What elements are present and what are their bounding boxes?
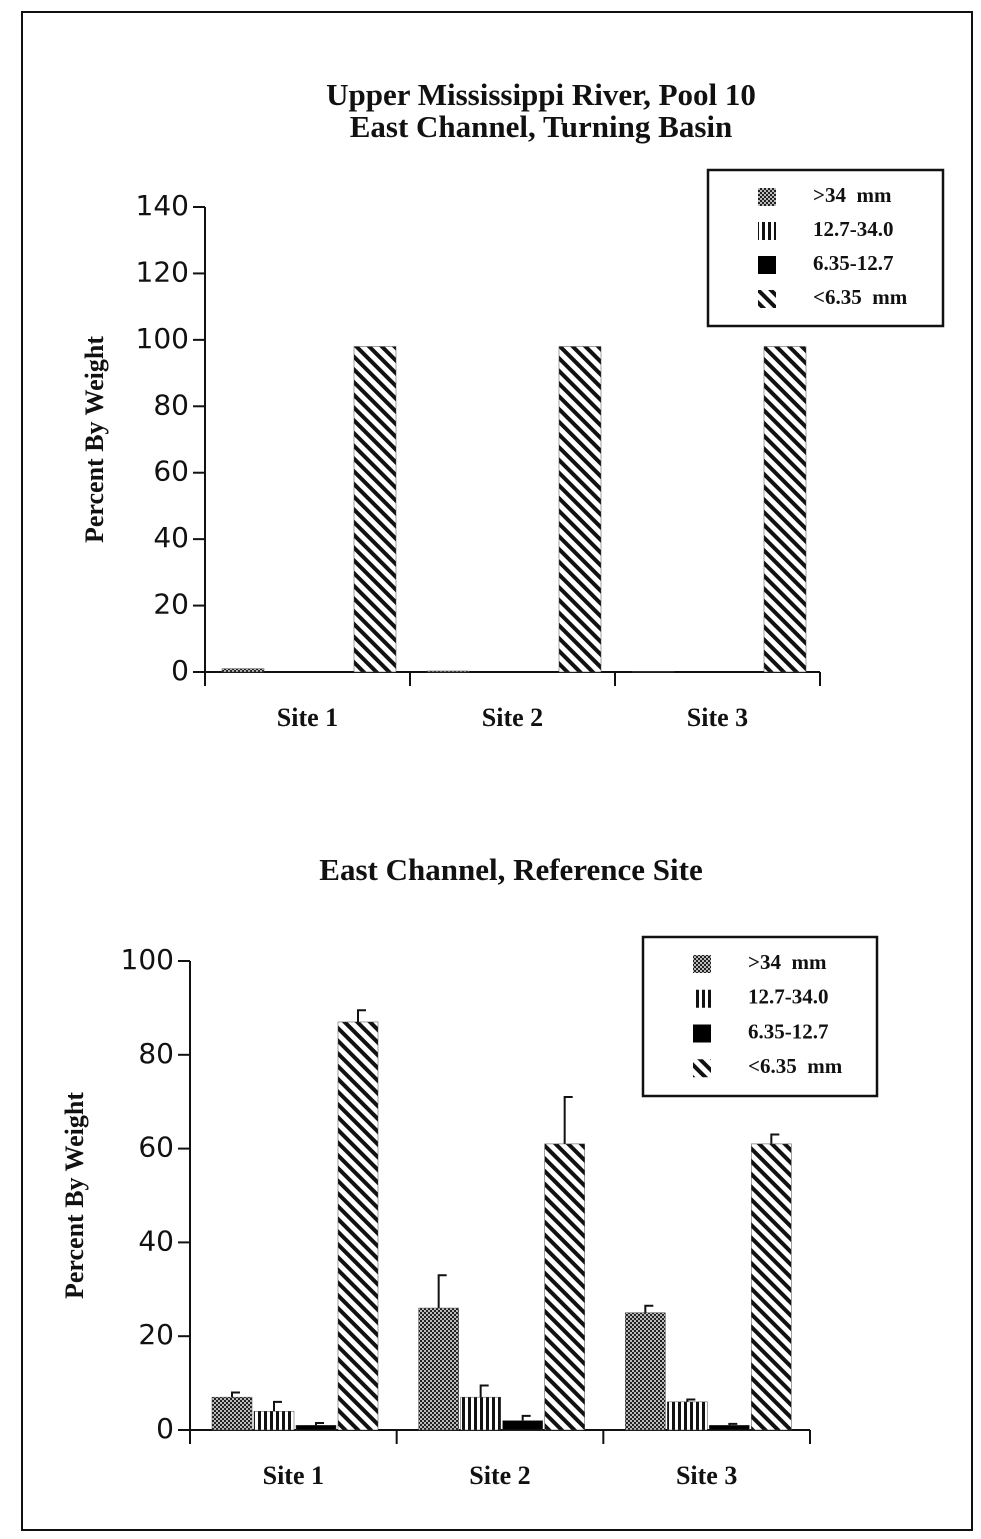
error-bar bbox=[437, 1274, 447, 1309]
y-tick-label: 40 bbox=[153, 521, 189, 554]
frame bbox=[21, 11, 973, 1531]
bar bbox=[558, 346, 602, 673]
error-bar bbox=[563, 1096, 573, 1144]
bar bbox=[709, 1425, 750, 1431]
error-bar bbox=[315, 1421, 324, 1426]
legend-label: <6.35 mm bbox=[748, 1054, 843, 1078]
y-tick-label: 100 bbox=[136, 322, 189, 355]
bar bbox=[221, 668, 265, 673]
legend-swatch bbox=[758, 222, 776, 240]
legend-swatch bbox=[693, 1059, 711, 1078]
bar bbox=[544, 1143, 585, 1431]
y-tick-label: 20 bbox=[138, 1318, 174, 1351]
y-tick-label: 60 bbox=[138, 1131, 174, 1164]
error-bar bbox=[479, 1384, 489, 1398]
x-tick-label: Site 3 bbox=[687, 703, 748, 732]
bar bbox=[667, 1401, 708, 1431]
legend-label: 6.35-12.7 bbox=[748, 1019, 829, 1043]
legend-label: 12.7-34.0 bbox=[813, 217, 894, 241]
x-tick-label: Site 1 bbox=[277, 703, 338, 732]
error-bar bbox=[273, 1400, 282, 1412]
x-tick-label: Site 1 bbox=[263, 1461, 324, 1490]
bar bbox=[337, 1021, 379, 1431]
bar bbox=[418, 1307, 459, 1431]
legend-box bbox=[706, 168, 945, 328]
chart-title: Upper Mississippi River, Pool 10 bbox=[326, 77, 756, 112]
bar bbox=[625, 1312, 666, 1431]
y-tick-label: 140 bbox=[136, 189, 189, 222]
legend-box bbox=[641, 935, 879, 1098]
x-tick-label: Site 2 bbox=[469, 1461, 530, 1490]
y-tick-label: 120 bbox=[136, 255, 189, 288]
error-bar bbox=[770, 1133, 780, 1144]
x-tick-label: Site 2 bbox=[482, 703, 543, 732]
bar bbox=[763, 346, 807, 673]
legend-label: 6.35-12.7 bbox=[813, 251, 894, 275]
legend-swatch bbox=[758, 290, 776, 308]
y-tick-label: 40 bbox=[138, 1224, 174, 1257]
legend-swatch bbox=[693, 955, 711, 973]
bar bbox=[502, 1420, 543, 1431]
error-bar bbox=[686, 1398, 696, 1402]
chart-title: East Channel, Reference Site bbox=[319, 852, 702, 887]
bar bbox=[353, 346, 397, 673]
x-tick-label: Site 3 bbox=[676, 1461, 737, 1490]
legend-label: >34 mm bbox=[748, 950, 827, 974]
y-tick-label: 60 bbox=[153, 455, 189, 488]
y-axis-label: Percent By Weight bbox=[60, 1092, 89, 1299]
legend-label: >34 mm bbox=[813, 183, 892, 207]
bar bbox=[253, 1410, 295, 1431]
bar bbox=[426, 670, 470, 673]
bar bbox=[295, 1425, 337, 1431]
legend-label: <6.35 mm bbox=[813, 285, 908, 309]
chart-subtitle: East Channel, Turning Basin bbox=[350, 109, 733, 144]
y-tick-label: 0 bbox=[171, 654, 189, 687]
bar bbox=[751, 1143, 792, 1431]
y-tick-label: 20 bbox=[153, 588, 189, 621]
error-bar bbox=[644, 1304, 654, 1313]
y-tick-label: 100 bbox=[121, 943, 174, 976]
legend-swatch bbox=[758, 256, 776, 274]
y-tick-label: 80 bbox=[153, 388, 189, 421]
error-bar bbox=[728, 1422, 738, 1426]
bar bbox=[211, 1396, 253, 1431]
error-bar bbox=[231, 1391, 240, 1398]
error-bar bbox=[357, 1009, 366, 1022]
error-bar bbox=[521, 1414, 531, 1421]
legend-swatch bbox=[693, 989, 711, 1008]
y-tick-label: 0 bbox=[156, 1412, 174, 1445]
y-tick-label: 80 bbox=[138, 1037, 174, 1070]
bar bbox=[460, 1396, 501, 1431]
legend-label: 12.7-34.0 bbox=[748, 985, 829, 1009]
y-axis-label: Percent By Weight bbox=[80, 336, 109, 543]
legend-swatch bbox=[693, 1024, 711, 1043]
legend-swatch bbox=[758, 188, 776, 206]
